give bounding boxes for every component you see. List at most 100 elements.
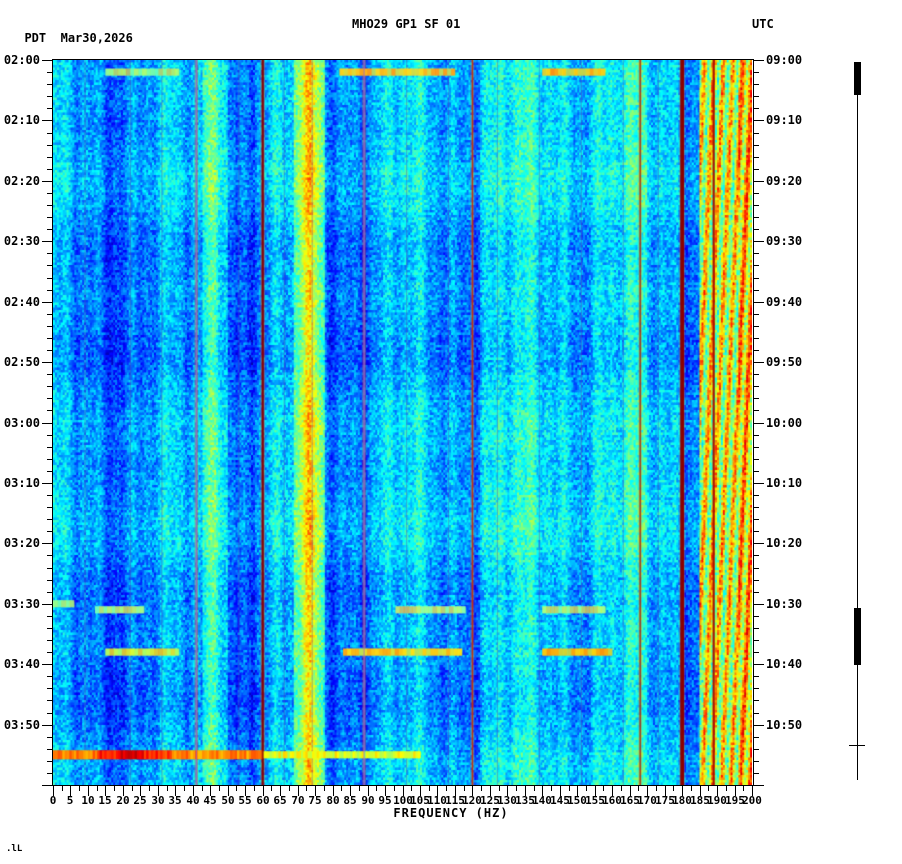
freq-tick-label: 30 xyxy=(151,794,165,807)
freq-tick-minor xyxy=(464,786,465,791)
freq-tick-major xyxy=(630,786,631,796)
freq-tick-major xyxy=(490,786,491,796)
side-rail[interactable] xyxy=(857,62,858,780)
time-tick-minor-right xyxy=(753,737,759,738)
time-label-pdt: 03:20 xyxy=(3,536,40,550)
freq-tick-minor xyxy=(306,786,307,791)
time-tick-major-left xyxy=(42,60,53,61)
freq-tick-label: 115 xyxy=(445,794,465,807)
corner-mark: .lL xyxy=(6,844,23,854)
time-tick-minor-right xyxy=(753,145,759,146)
time-tick-minor-left xyxy=(47,253,53,254)
freq-tick-minor xyxy=(586,786,587,791)
time-tick-minor-left xyxy=(47,314,53,315)
plot-border-bottom xyxy=(53,785,753,786)
time-label-utc: 10:50 xyxy=(766,718,803,732)
time-tick-minor-right xyxy=(753,374,759,375)
plot-border-left xyxy=(52,59,53,786)
time-tick-major-left xyxy=(42,664,53,665)
time-tick-major-left xyxy=(42,362,53,363)
time-tick-minor-left xyxy=(47,133,53,134)
time-tick-major-right xyxy=(753,423,764,424)
time-tick-minor-left xyxy=(47,278,53,279)
freq-tick-major xyxy=(298,786,299,796)
time-tick-major-right xyxy=(753,241,764,242)
time-tick-major-left xyxy=(42,120,53,121)
freq-tick-label: 20 xyxy=(116,794,130,807)
freq-tick-label: 70 xyxy=(291,794,305,807)
time-label-utc: 09:40 xyxy=(766,295,803,309)
freq-tick-minor xyxy=(359,786,360,791)
freq-tick-minor xyxy=(62,786,63,791)
time-tick-minor-right xyxy=(753,205,759,206)
time-tick-minor-left xyxy=(47,193,53,194)
plot-border-right xyxy=(753,59,754,786)
freq-tick-major xyxy=(542,786,543,796)
time-tick-major-left xyxy=(42,181,53,182)
freq-tick-label: 10 xyxy=(81,794,95,807)
time-tick-minor-right xyxy=(753,568,759,569)
freq-tick-minor xyxy=(638,786,639,791)
freq-tick-minor xyxy=(219,786,220,791)
time-label-pdt: 02:30 xyxy=(3,234,40,248)
freq-tick-label: 195 xyxy=(725,794,745,807)
time-tick-minor-left xyxy=(47,374,53,375)
time-tick-major-left xyxy=(42,423,53,424)
freq-tick-label: 100 xyxy=(393,794,413,807)
freq-tick-minor xyxy=(621,786,622,791)
time-label-utc: 09:00 xyxy=(766,53,803,67)
time-tick-minor-left xyxy=(47,72,53,73)
freq-tick-major xyxy=(193,786,194,796)
freq-tick-minor xyxy=(481,786,482,791)
time-tick-minor-left xyxy=(47,459,53,460)
freq-tick-major xyxy=(420,786,421,796)
time-tick-minor-right xyxy=(753,157,759,158)
time-tick-minor-right xyxy=(753,84,759,85)
freq-tick-minor xyxy=(149,786,150,791)
side-rail-block[interactable] xyxy=(854,62,861,95)
time-tick-minor-left xyxy=(47,350,53,351)
freq-tick-minor xyxy=(603,786,604,791)
time-tick-minor-right xyxy=(753,700,759,701)
time-tick-minor-right xyxy=(753,410,759,411)
time-tick-minor-right xyxy=(753,713,759,714)
time-tick-major-left xyxy=(42,302,53,303)
header-timezone-right: UTC xyxy=(752,17,774,31)
time-tick-minor-left xyxy=(47,157,53,158)
time-tick-major-right xyxy=(753,725,764,726)
freq-tick-major xyxy=(717,786,718,796)
time-tick-minor-right xyxy=(753,555,759,556)
time-tick-minor-left xyxy=(47,471,53,472)
time-tick-minor-right xyxy=(753,749,759,750)
freq-tick-label: 200 xyxy=(742,794,762,807)
freq-tick-minor xyxy=(656,786,657,791)
time-tick-minor-right xyxy=(753,447,759,448)
freq-tick-minor xyxy=(202,786,203,791)
time-label-utc: 09:20 xyxy=(766,174,803,188)
time-tick-minor-right xyxy=(753,133,759,134)
freq-tick-minor xyxy=(708,786,709,791)
time-label-utc: 09:30 xyxy=(766,234,803,248)
freq-tick-major xyxy=(263,786,264,796)
time-tick-minor-right xyxy=(753,278,759,279)
freq-tick-minor xyxy=(254,786,255,791)
time-tick-minor-right xyxy=(753,519,759,520)
side-rail-block[interactable] xyxy=(854,608,861,665)
freq-tick-minor xyxy=(376,786,377,791)
freq-tick-major xyxy=(525,786,526,796)
time-tick-minor-right xyxy=(753,265,759,266)
freq-tick-label: 75 xyxy=(308,794,322,807)
time-tick-minor-right xyxy=(753,72,759,73)
time-tick-minor-left xyxy=(47,96,53,97)
freq-tick-label: 0 xyxy=(49,794,57,807)
freq-tick-major xyxy=(735,786,736,796)
time-tick-minor-left xyxy=(47,531,53,532)
freq-tick-minor xyxy=(114,786,115,791)
freq-tick-major xyxy=(577,786,578,796)
spectrogram-plot[interactable] xyxy=(53,60,752,785)
freq-tick-minor xyxy=(97,786,98,791)
freq-tick-label: 105 xyxy=(410,794,430,807)
spectrogram-canvas[interactable] xyxy=(53,60,752,785)
time-tick-minor-left xyxy=(47,435,53,436)
time-tick-minor-right xyxy=(753,761,759,762)
